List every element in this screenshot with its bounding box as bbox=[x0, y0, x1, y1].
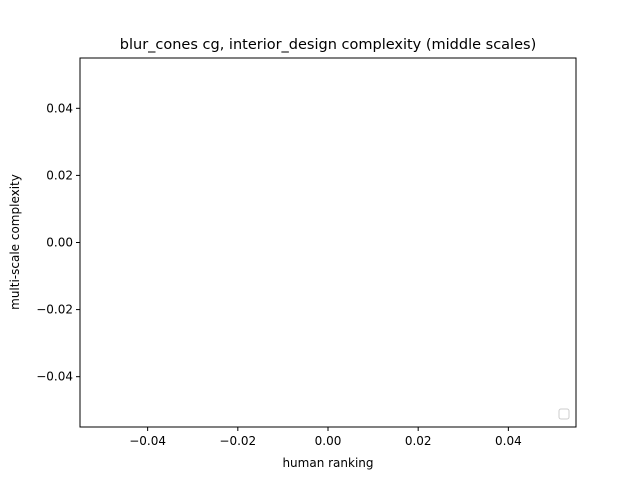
x-tick-label: 0.02 bbox=[405, 434, 432, 448]
y-tick-label: 0.00 bbox=[46, 236, 73, 250]
x-axis-ticks: −0.04 −0.02 0.00 0.02 0.04 bbox=[129, 427, 522, 448]
y-tick-label: −0.04 bbox=[36, 370, 73, 384]
y-tick-label: 0.02 bbox=[46, 168, 73, 182]
legend-box bbox=[558, 408, 570, 420]
x-tick-label: 0.00 bbox=[315, 434, 342, 448]
y-tick-label: −0.02 bbox=[36, 303, 73, 317]
x-tick-label: −0.02 bbox=[219, 434, 256, 448]
y-axis-ticks: −0.04 −0.02 0.00 0.02 0.04 bbox=[36, 101, 80, 384]
x-axis-label: human ranking bbox=[282, 456, 373, 470]
y-tick-label: 0.04 bbox=[46, 101, 73, 115]
y-axis-label: multi-scale complexity bbox=[8, 174, 22, 310]
x-tick-label: −0.04 bbox=[129, 434, 166, 448]
chart-title: blur_cones cg, interior_design complexit… bbox=[120, 37, 536, 53]
x-tick-label: 0.04 bbox=[495, 434, 522, 448]
